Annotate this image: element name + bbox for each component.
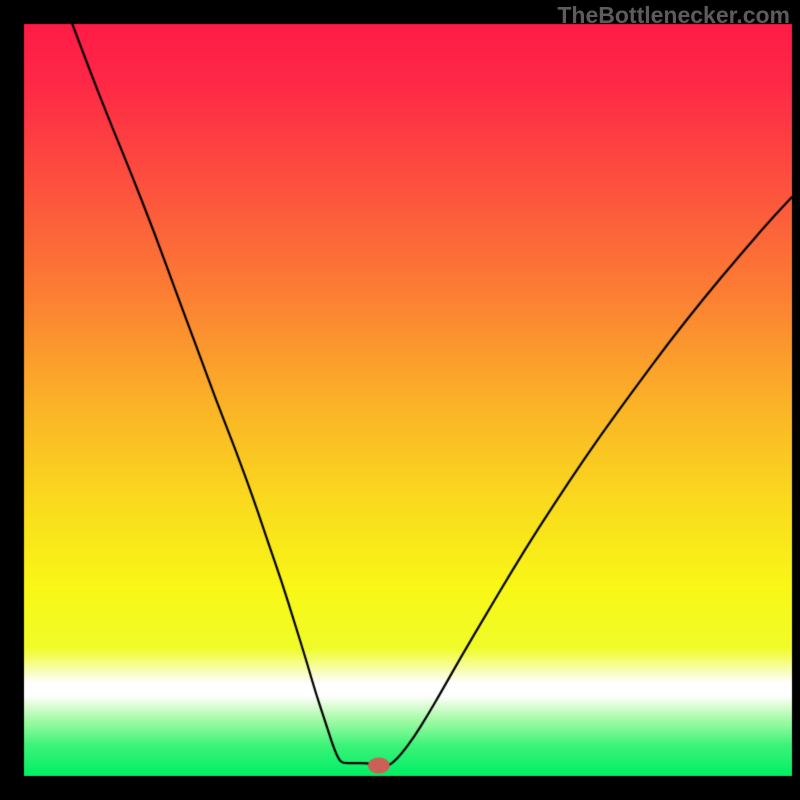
chart-stage: TheBottlenecker.com	[0, 0, 800, 800]
watermark-text: TheBottlenecker.com	[557, 2, 790, 29]
bottleneck-curve-chart	[0, 0, 800, 800]
